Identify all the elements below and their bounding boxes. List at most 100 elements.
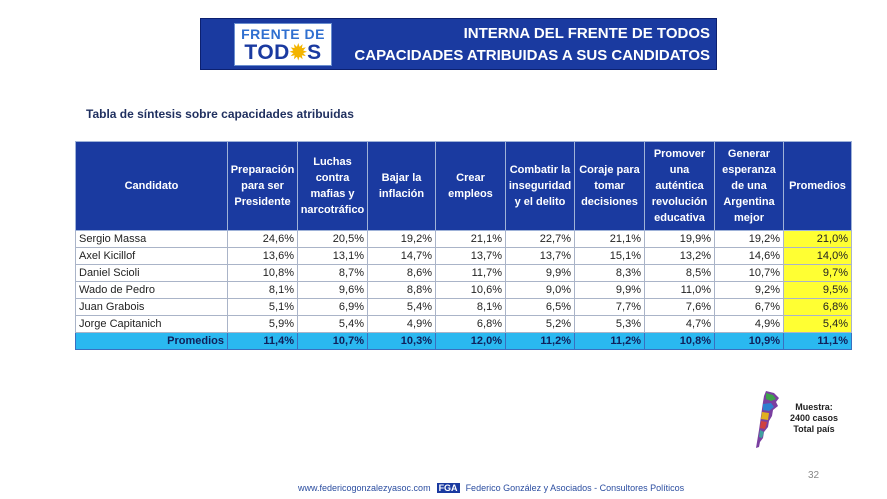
column-header: Luchas contra mafias y narcotráfico [297, 141, 368, 231]
average-cell: 10,7% [297, 332, 368, 350]
table-cell: 6,9% [297, 298, 368, 316]
column-header: Preparación para ser Presidente [227, 141, 298, 231]
table-cell: 21,1% [435, 230, 506, 248]
banner-title-line1: INTERNA DEL FRENTE DE TODOS [463, 25, 710, 42]
table-cell: 6,7% [714, 298, 784, 316]
table-cell: 5,3% [574, 315, 645, 333]
column-header: Generar esperanza de una Argentina mejor [714, 141, 784, 231]
average-cell: 12,0% [435, 332, 506, 350]
sample-scope: Total país [793, 424, 835, 434]
table-cell: 9,2% [714, 281, 784, 299]
table-cell: 10,6% [435, 281, 506, 299]
table-cell: 5,9% [227, 315, 298, 333]
sample-info: Muestra: 2400 casos Total país [790, 402, 838, 435]
table-cell: 6,8% [435, 315, 506, 333]
company-name: Federico González y Asociados - Consulto… [465, 483, 685, 493]
table-row: Axel Kicillof 13,6% 13,1% 14,7% 13,7% 13… [75, 247, 852, 265]
average-cell: 10,3% [367, 332, 436, 350]
table-cell: 8,7% [297, 264, 368, 282]
column-header: Bajar la inflación [367, 141, 436, 231]
table-cell: 9,6% [297, 281, 368, 299]
summary-table: Candidato Preparación para ser President… [75, 141, 852, 350]
table-cell: 4,7% [644, 315, 715, 333]
column-header: Candidato [75, 141, 228, 231]
table-cell: 10,8% [227, 264, 298, 282]
table-cell: 15,1% [574, 247, 645, 265]
table-cell: 7,7% [574, 298, 645, 316]
table-cell: 9,0% [505, 281, 575, 299]
table-cell: 14,6% [714, 247, 784, 265]
table-cell: 8,6% [367, 264, 436, 282]
average-cell: 11,2% [505, 332, 575, 350]
candidate-name: Wado de Pedro [75, 281, 228, 299]
table-row: Sergio Massa 24,6% 20,5% 19,2% 21,1% 22,… [75, 230, 852, 248]
table-cell: 5,4% [297, 315, 368, 333]
page-number: 32 [808, 470, 820, 481]
title-banner: FRENTE DE TOD✹S INTERNA DEL FRENTE DE TO… [200, 18, 717, 70]
table-cell: 4,9% [367, 315, 436, 333]
logo-top-text: FRENTE DE [241, 26, 325, 42]
candidate-name: Daniel Scioli [75, 264, 228, 282]
table-cell: 13,6% [227, 247, 298, 265]
table-cell: 19,2% [714, 230, 784, 248]
website-link[interactable]: www.federicogonzalezyasoc.com [298, 483, 431, 493]
table-cell: 6,5% [505, 298, 575, 316]
column-header: Crear empleos [435, 141, 506, 231]
banner-title-line2: CAPACIDADES ATRIBUIDAS A SUS CANDIDATOS [354, 47, 710, 64]
table-cell: 5,4% [367, 298, 436, 316]
table-row: Jorge Capitanich 5,9% 5,4% 4,9% 6,8% 5,2… [75, 315, 852, 333]
average-cell: 11,4% [227, 332, 298, 350]
average-cell: 14,0% [783, 247, 852, 265]
frente-de-todos-logo: FRENTE DE TOD✹S [234, 23, 332, 66]
table-cell: 22,7% [505, 230, 575, 248]
table-cell: 11,0% [644, 281, 715, 299]
table-cell: 8,1% [435, 298, 506, 316]
sample-label: Muestra: [795, 402, 833, 412]
table-row: Daniel Scioli 10,8% 8,7% 8,6% 11,7% 9,9%… [75, 264, 852, 282]
table-cell: 19,9% [644, 230, 715, 248]
average-cell: 11,2% [574, 332, 645, 350]
average-cell: 6,8% [783, 298, 852, 316]
table-cell: 13,2% [644, 247, 715, 265]
table-cell: 9,9% [505, 264, 575, 282]
candidate-name: Sergio Massa [75, 230, 228, 248]
table-cell: 8,1% [227, 281, 298, 299]
table-cell: 7,6% [644, 298, 715, 316]
average-cell: 10,9% [714, 332, 784, 350]
average-cell: 21,0% [783, 230, 852, 248]
column-header: Combatir la inseguridad y el delito [505, 141, 575, 231]
average-cell: 9,7% [783, 264, 852, 282]
argentina-map-icon [756, 391, 779, 448]
table-cell: 13,7% [435, 247, 506, 265]
candidate-name: Axel Kicillof [75, 247, 228, 265]
footer: www.federicogonzalezyasoc.com FGA Federico… [298, 483, 684, 493]
table-cell: 24,6% [227, 230, 298, 248]
table-cell: 8,8% [367, 281, 436, 299]
fga-logo: FGA [436, 483, 460, 493]
table-subtitle: Tabla de síntesis sobre capacidades atri… [86, 107, 354, 121]
average-cell: 5,4% [783, 315, 852, 333]
averages-label: Promedios [75, 332, 228, 350]
overall-average-cell: 11,1% [783, 332, 852, 350]
column-header: Promedios [783, 141, 852, 231]
table-cell: 8,5% [644, 264, 715, 282]
table-row: Wado de Pedro 8,1% 9,6% 8,8% 10,6% 9,0% … [75, 281, 852, 299]
average-cell: 10,8% [644, 332, 715, 350]
column-header: Coraje para tomar decisiones [574, 141, 645, 231]
table-row: Juan Grabois 5,1% 6,9% 5,4% 8,1% 6,5% 7,… [75, 298, 852, 316]
table-cell: 11,7% [435, 264, 506, 282]
logo-bottom-right: S [307, 41, 322, 64]
average-cell: 9,5% [783, 281, 852, 299]
header-row: Candidato Preparación para ser President… [75, 141, 852, 231]
table-cell: 13,1% [297, 247, 368, 265]
table-cell: 8,3% [574, 264, 645, 282]
banner-title: INTERNA DEL FRENTE DE TODOS CAPACIDADES … [354, 23, 710, 67]
table-cell: 4,9% [714, 315, 784, 333]
averages-row: Promedios 11,4% 10,7% 10,3% 12,0% 11,2% … [75, 332, 852, 350]
table-cell: 14,7% [367, 247, 436, 265]
sun-icon: ✹ [289, 42, 308, 64]
candidate-name: Juan Grabois [75, 298, 228, 316]
table-cell: 9,9% [574, 281, 645, 299]
table-cell: 20,5% [297, 230, 368, 248]
table-cell: 5,2% [505, 315, 575, 333]
